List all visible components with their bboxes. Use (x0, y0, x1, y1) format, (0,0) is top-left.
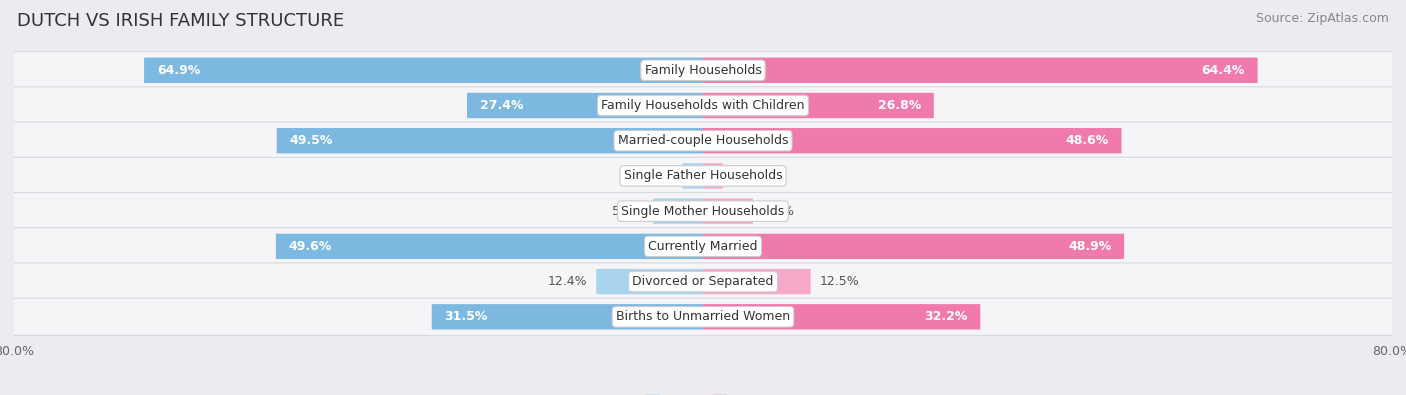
FancyBboxPatch shape (703, 198, 754, 224)
FancyBboxPatch shape (10, 87, 1396, 124)
FancyBboxPatch shape (277, 128, 703, 153)
Text: Births to Unmarried Women: Births to Unmarried Women (616, 310, 790, 324)
Text: 48.6%: 48.6% (1066, 134, 1108, 147)
FancyBboxPatch shape (10, 192, 1396, 230)
FancyBboxPatch shape (10, 263, 1396, 300)
FancyBboxPatch shape (276, 234, 703, 259)
FancyBboxPatch shape (703, 304, 980, 329)
FancyBboxPatch shape (10, 122, 1396, 160)
FancyBboxPatch shape (432, 304, 703, 329)
Text: 49.5%: 49.5% (290, 134, 333, 147)
FancyBboxPatch shape (10, 52, 1396, 89)
Text: 12.4%: 12.4% (548, 275, 588, 288)
Text: 26.8%: 26.8% (877, 99, 921, 112)
Text: 64.4%: 64.4% (1201, 64, 1244, 77)
FancyBboxPatch shape (596, 269, 703, 294)
FancyBboxPatch shape (703, 163, 723, 189)
FancyBboxPatch shape (703, 93, 934, 118)
Text: 2.3%: 2.3% (731, 169, 763, 182)
Text: Currently Married: Currently Married (648, 240, 758, 253)
Text: 2.4%: 2.4% (643, 169, 673, 182)
Text: Divorced or Separated: Divorced or Separated (633, 275, 773, 288)
FancyBboxPatch shape (10, 157, 1396, 195)
Text: Family Households: Family Households (644, 64, 762, 77)
FancyBboxPatch shape (703, 58, 1257, 83)
Text: DUTCH VS IRISH FAMILY STRUCTURE: DUTCH VS IRISH FAMILY STRUCTURE (17, 12, 344, 30)
Text: 5.8%: 5.8% (613, 205, 644, 218)
Text: 31.5%: 31.5% (444, 310, 488, 324)
Text: 48.9%: 48.9% (1069, 240, 1111, 253)
Text: Family Households with Children: Family Households with Children (602, 99, 804, 112)
Text: Single Mother Households: Single Mother Households (621, 205, 785, 218)
Text: 12.5%: 12.5% (820, 275, 859, 288)
Text: 64.9%: 64.9% (157, 64, 200, 77)
Text: 32.2%: 32.2% (924, 310, 967, 324)
Text: 49.6%: 49.6% (288, 240, 332, 253)
Text: Married-couple Households: Married-couple Households (617, 134, 789, 147)
FancyBboxPatch shape (467, 93, 703, 118)
FancyBboxPatch shape (703, 128, 1122, 153)
FancyBboxPatch shape (652, 198, 703, 224)
FancyBboxPatch shape (703, 234, 1125, 259)
Text: 5.8%: 5.8% (762, 205, 793, 218)
FancyBboxPatch shape (703, 269, 811, 294)
Text: 27.4%: 27.4% (479, 99, 523, 112)
Legend: Dutch, Irish: Dutch, Irish (640, 389, 766, 395)
Text: Source: ZipAtlas.com: Source: ZipAtlas.com (1256, 12, 1389, 25)
FancyBboxPatch shape (143, 58, 703, 83)
Text: Single Father Households: Single Father Households (624, 169, 782, 182)
FancyBboxPatch shape (10, 298, 1396, 335)
FancyBboxPatch shape (682, 163, 703, 189)
FancyBboxPatch shape (10, 228, 1396, 265)
